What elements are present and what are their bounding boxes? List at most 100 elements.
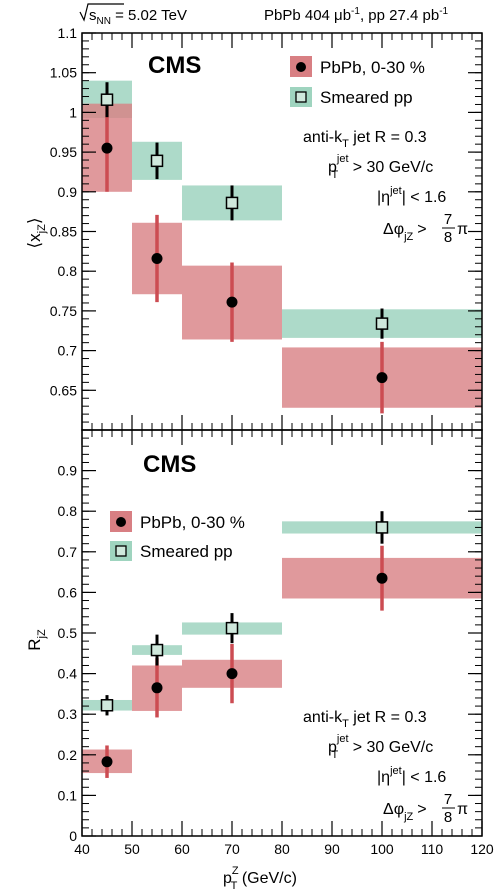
y-axis-title: RjZ: [25, 629, 48, 651]
pp-point: [225, 196, 239, 210]
annot-pt-sup: jet: [336, 733, 349, 745]
x-axis-title-sup: Z: [232, 865, 239, 877]
pbpb-point: [101, 756, 113, 768]
legend-pbpb-marker: [116, 517, 126, 527]
x-tick-label: 90: [324, 841, 340, 857]
annot-eta-rest: | < 1.6: [402, 189, 447, 206]
pbpb-point: [151, 682, 163, 694]
annot-eta-rest: | < 1.6: [402, 769, 447, 786]
y-axis-title: ⟨xjZ⟩: [25, 218, 48, 249]
lumi-b: , pp 27.4 pb: [360, 7, 439, 24]
legend-pbpb-label: PbPb, 0-30 %: [320, 58, 425, 77]
pbpb-point: [151, 252, 163, 264]
annot-algo: anti-kT jet R = 0.3: [303, 129, 427, 150]
annot-dphi-sub: jZ: [403, 231, 413, 243]
annot-algo-rest: jet R = 0.3: [349, 129, 427, 146]
legend-pbpb-marker: [296, 62, 306, 72]
annot-eta-main: |η: [377, 189, 390, 206]
y-axis-title-sub: jZ: [36, 629, 48, 639]
x-tick-label: 60: [174, 841, 190, 857]
annot-pt-cut: pjet T > 30 GeV/c: [328, 153, 433, 181]
lumi-a: PbPb 404 μb: [264, 7, 351, 24]
y-tick-label: 0.85: [50, 224, 77, 240]
annot-dphi-gt: >: [417, 801, 426, 818]
annot-dphi-den: 8: [444, 809, 452, 826]
x-axis-title-rest: (GeV/c): [237, 870, 297, 887]
lumi-sup1: -1: [351, 6, 360, 17]
pp-point: [225, 621, 239, 635]
annot-pt-sup: jet: [336, 153, 349, 165]
y-tick-label: 0.8: [58, 263, 78, 279]
y-tick-label: 0.95: [50, 144, 77, 160]
x-axis-title-main: p: [223, 870, 232, 887]
y-tick-label: 0.6: [58, 584, 78, 600]
x-tick-label: 100: [370, 841, 394, 857]
y-tick-label: 0: [69, 828, 77, 844]
y-axis-title-main: R: [25, 638, 44, 650]
y-tick-label: 1.1: [58, 25, 78, 41]
annot-pt-cut: pjet T > 30 GeV/c: [328, 733, 433, 761]
legend-pp-label: Smeared pp: [140, 542, 233, 561]
y-tick-label: 1: [69, 104, 77, 120]
y-tick-label: 0.8: [58, 503, 78, 519]
y-tick-label: 0.4: [58, 666, 78, 682]
annot-dphi-pi: π: [457, 221, 468, 238]
y-tick-label: 0.2: [58, 747, 78, 763]
pp-point: [100, 699, 114, 712]
annot-dphi-cut: ΔφjZ >: [383, 801, 427, 823]
x-tick-label: 110: [421, 841, 444, 857]
y-tick-label: 0.1: [58, 787, 78, 803]
annot-dphi-num: 7: [444, 791, 452, 808]
y-tick-label: 0.9: [58, 463, 78, 479]
energy-sqrt-s: s: [89, 7, 97, 24]
annot-pt-main: p: [328, 739, 337, 756]
annot-algo-main: anti-k: [303, 709, 343, 726]
annot-pt-main: p: [328, 159, 337, 176]
annot-algo-rest: jet R = 0.3: [349, 709, 427, 726]
lumi-sup2: -1: [439, 6, 448, 17]
panel-rjz: 0 0.1 0.2 0.3 0.4 0.5 0.6 0.7 0.8 0.9 40 50 60 70 80 90…: [25, 429, 494, 892]
annot-eta-sup: jet: [389, 765, 402, 777]
annot-algo: anti-kT jet R = 0.3: [303, 709, 427, 730]
energy-sub: NN: [97, 16, 111, 27]
pbpb-point: [376, 372, 388, 384]
y-tick-label: 0.9: [58, 184, 78, 200]
x-tick-label: 80: [274, 841, 290, 857]
annot-pt-sub: T: [332, 169, 339, 181]
pp-point: [100, 93, 114, 106]
energy-rest: = 5.02 TeV: [111, 7, 187, 24]
pbpb-point: [376, 572, 388, 584]
annot-eta-cut: |ηjet| < 1.6: [377, 185, 446, 206]
pp-point: [375, 317, 389, 330]
annot-dphi-pi: π: [457, 801, 468, 818]
pbpb-point: [101, 142, 113, 154]
energy-label: sNN = 5.02 TeV: [89, 7, 187, 27]
annot-algo-sub: T: [342, 138, 349, 150]
annot-eta-sup: jet: [389, 185, 402, 197]
annot-algo-main: anti-k: [303, 129, 343, 146]
pbpb-point: [226, 668, 238, 680]
pbpb-point: [226, 296, 238, 308]
annot-dphi-gt: >: [417, 221, 426, 238]
x-tick-label: 40: [74, 841, 90, 857]
header: sNN = 5.02 TeV PbPb 404 μb-1, pp 27.4 pb…: [79, 3, 449, 27]
y-tick-label: 0.7: [58, 544, 78, 560]
legend-pp-marker: [295, 91, 307, 103]
y-tick-label: 0.65: [50, 382, 77, 398]
annot-dphi-num: 7: [444, 211, 452, 228]
y-tick-label: 0.75: [50, 303, 77, 319]
annot-dphi-den: 8: [444, 229, 452, 246]
y-axis-title-end: ⟩: [25, 218, 44, 225]
annot-dphi-main: Δφ: [383, 221, 404, 238]
y-tick-label: 1.05: [50, 65, 77, 81]
y-axis-title-main: ⟨x: [25, 233, 44, 249]
annot-dphi-cut: ΔφjZ >: [383, 221, 427, 243]
x-tick-label: 50: [124, 841, 140, 857]
annot-algo-sub: T: [342, 718, 349, 730]
cms-label: CMS: [148, 52, 201, 79]
panel-xjz: 0.650.70.750.80.850.90.9511.051.1⟨xjZ⟩CM…: [25, 25, 483, 431]
x-axis-title: pZ T (GeV/c): [223, 865, 297, 892]
y-tick-label: 0.7: [58, 343, 78, 359]
annot-dphi-main: Δφ: [383, 801, 404, 818]
